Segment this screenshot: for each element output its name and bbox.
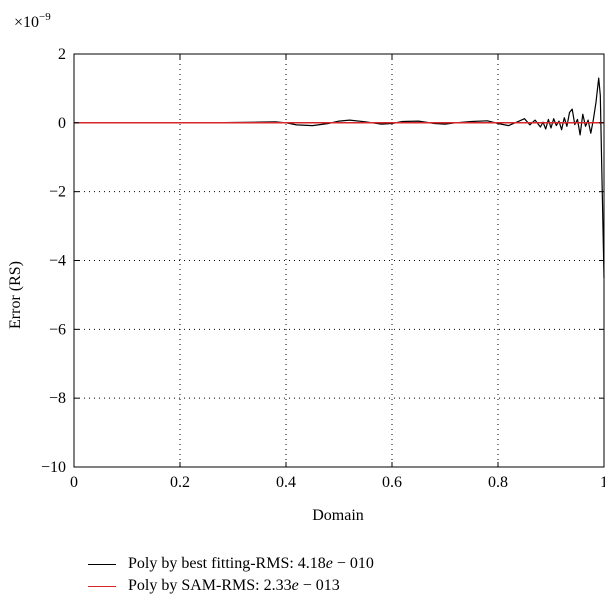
x-tick-label: 0.4 [276, 474, 296, 491]
legend-item-sam: Poly by SAM-RMS: 2.33e − 013 [88, 575, 374, 597]
y-tick-label: −2 [49, 184, 66, 201]
y-tick-labels: 2 0 −2 −4 −6 −8 −10 [41, 46, 66, 476]
y-axis-title: Error (RS) [7, 261, 24, 329]
x-tick-label: 0.6 [382, 474, 402, 491]
legend-label-best-fitting: Poly by best fitting-RMS: 4.18e − 010 [128, 555, 374, 572]
legend-swatch-red [88, 585, 116, 587]
x-tick-label: 0.2 [170, 474, 190, 491]
y-tick-label: −4 [49, 253, 66, 270]
x-tick-label: 0.8 [488, 474, 508, 491]
x-tick-label: 0 [70, 474, 78, 491]
y-tick-label: −10 [41, 459, 66, 476]
legend-swatch-black [88, 563, 116, 565]
y-tick-label: 0 [58, 115, 66, 132]
y-tick-label: −6 [49, 321, 66, 338]
y-multiplier-label: ×10−9 [14, 11, 51, 31]
legend-item-best-fitting: Poly by best fitting-RMS: 4.18e − 010 [88, 553, 374, 575]
legend: Poly by best fitting-RMS: 4.18e − 010 Po… [88, 553, 374, 597]
x-tick-label: 1 [600, 474, 605, 491]
x-tick-labels: 0 0.2 0.4 0.6 0.8 1 [70, 474, 605, 491]
axis-ticks [73, 53, 605, 468]
series-layer [74, 77, 605, 278]
y-tick-label: −8 [49, 390, 66, 407]
x-axis-title: Domain [312, 507, 364, 524]
series-line-best-fitting [74, 77, 605, 278]
grid-lines [74, 54, 604, 467]
y-tick-label: 2 [58, 46, 66, 63]
legend-label-sam: Poly by SAM-RMS: 2.33e − 013 [128, 577, 340, 594]
